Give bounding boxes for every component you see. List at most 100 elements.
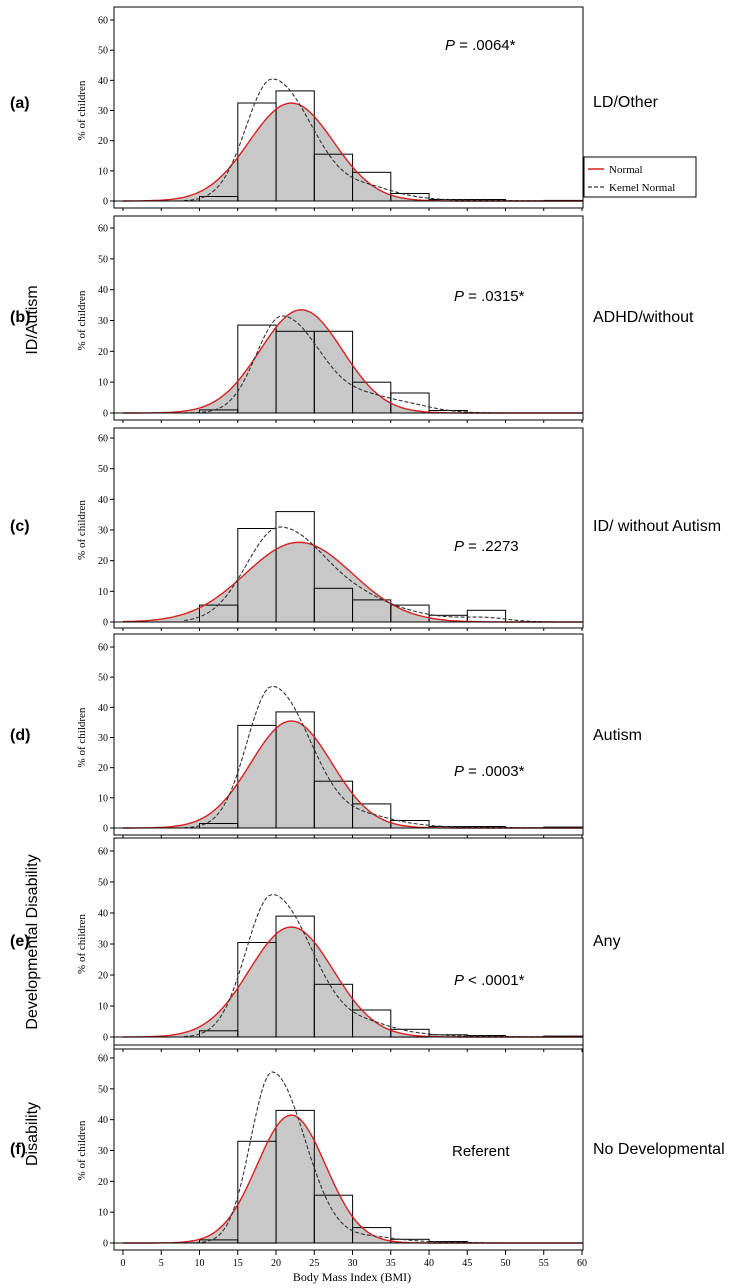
x-tick-label: 25 [309, 1258, 319, 1269]
side-label-developmental-disability: Developmental Disability [24, 854, 41, 1029]
y-tick-label: 10 [98, 793, 108, 804]
y-tick-label: 20 [98, 556, 108, 567]
legend: Normal Kernel Normal [583, 156, 697, 198]
y-tick-label: 0 [103, 1239, 108, 1250]
plot-frame [113, 6, 584, 209]
y-tick-label: 0 [103, 1033, 108, 1044]
y-tick-label: 20 [98, 1177, 108, 1188]
y-tick-label: 50 [98, 1084, 108, 1095]
y-tick-label: 40 [98, 1115, 108, 1126]
y-tick-label: 0 [103, 409, 108, 420]
group-label: ADHD/without [593, 309, 694, 326]
y-tick-label: 0 [103, 824, 108, 835]
panel-letter: (c) [10, 518, 30, 535]
y-axis-label: % of children [76, 290, 88, 350]
legend-kernel-label: Kernel Normal [609, 182, 675, 194]
y-tick-label: 20 [98, 347, 108, 358]
x-tick-label: 15 [233, 1258, 243, 1269]
group-label: ID/ without Autism [593, 518, 721, 535]
group-label: LD/Other [593, 94, 659, 111]
y-tick-label: 60 [98, 847, 108, 858]
y-tick-label: 50 [98, 46, 108, 57]
x-tick-label: 30 [348, 1258, 358, 1269]
p-value-annotation: Referent [452, 1143, 510, 1160]
y-tick-label: 40 [98, 76, 108, 87]
y-tick-label: 10 [98, 1208, 108, 1219]
x-tick-label: 60 [577, 1258, 587, 1269]
p-value-annotation: P = .0315* [454, 288, 525, 305]
p-value-annotation: P < .0001* [454, 972, 525, 989]
panel-letter: (d) [10, 727, 30, 744]
side-label-disability: Disability [24, 1102, 41, 1166]
panel-letter: (f) [10, 1141, 26, 1158]
y-tick-label: 30 [98, 733, 108, 744]
y-axis-label: % of children [76, 1120, 88, 1180]
y-tick-label: 10 [98, 378, 108, 389]
plot-frame [113, 633, 584, 836]
y-tick-label: 40 [98, 285, 108, 296]
panel-b: 0 10 20 30 40 50 60 % of children (b) ADHD/withou… [10, 215, 694, 423]
group-label: No Developmental [593, 1141, 725, 1158]
y-tick-label: 0 [103, 618, 108, 629]
x-tick-label: 0 [121, 1258, 126, 1269]
y-tick-label: 60 [98, 643, 108, 654]
y-axis-label: % of children [76, 707, 88, 767]
y-tick-label: 10 [98, 166, 108, 177]
kernel-curve [184, 1071, 567, 1244]
y-tick-label: 30 [98, 1146, 108, 1157]
x-tick-label: 40 [424, 1258, 434, 1269]
y-tick-label: 10 [98, 1002, 108, 1013]
y-tick-label: 50 [98, 878, 108, 889]
y-tick-label: 50 [98, 673, 108, 684]
kernel-curve [184, 526, 567, 623]
y-tick-label: 40 [98, 495, 108, 506]
y-tick-label: 30 [98, 106, 108, 117]
y-axis-label: % of children [76, 914, 88, 974]
histogram-bar [466, 609, 507, 623]
x-tick-label: 50 [501, 1258, 511, 1269]
panel-c: 0 10 20 30 40 50 60 % of children (c) ID/ without… [10, 427, 721, 631]
side-label-id-autism: ID/Autism [24, 285, 41, 354]
panel-letter: (b) [10, 309, 30, 326]
y-tick-label: 10 [98, 587, 108, 598]
group-label: Autism [593, 727, 642, 744]
y-tick-label: 30 [98, 526, 108, 537]
y-tick-label: 60 [98, 224, 108, 235]
x-tick-label: 35 [386, 1258, 396, 1269]
plot-frame [113, 427, 584, 629]
kernel-curve [184, 685, 567, 829]
y-tick-label: 20 [98, 971, 108, 982]
panel-letter: (e) [10, 933, 30, 950]
x-tick-label: 45 [462, 1258, 472, 1269]
x-axis-label: Body Mass Index (BMI) [293, 1270, 411, 1284]
y-tick-label: 50 [98, 254, 108, 265]
y-tick-label: 40 [98, 703, 108, 714]
y-tick-label: 30 [98, 940, 108, 951]
legend-normal-label: Normal [609, 164, 643, 176]
x-tick-label: 55 [539, 1258, 549, 1269]
plot-frame [113, 215, 584, 421]
y-tick-label: 50 [98, 464, 108, 475]
y-tick-label: 60 [98, 1054, 108, 1065]
y-tick-label: 0 [103, 197, 108, 208]
p-value-annotation: P = .0064* [445, 37, 516, 54]
p-value-annotation: P = .0003* [454, 763, 525, 780]
x-tick-label: 10 [195, 1258, 205, 1269]
p-value-annotation: P = .2273 [454, 538, 519, 555]
y-tick-label: 60 [98, 16, 108, 27]
y-axis-label: % of children [76, 500, 88, 560]
panel-letter: (a) [10, 95, 30, 112]
group-label: Any [593, 933, 621, 950]
panel-e: 0 10 20 30 40 50 60 % of children (e) Any P < .000… [10, 837, 621, 1052]
y-tick-label: 30 [98, 316, 108, 327]
panel-d: 0 10 20 30 40 50 60 % of children (d) Autism P = .… [10, 633, 642, 838]
x-tick-label: 20 [271, 1258, 281, 1269]
x-tick-label: 5 [159, 1258, 164, 1269]
plot-frame [113, 1044, 584, 1251]
y-tick-label: 20 [98, 763, 108, 774]
legend-box [583, 156, 697, 198]
y-tick-label: 20 [98, 136, 108, 147]
